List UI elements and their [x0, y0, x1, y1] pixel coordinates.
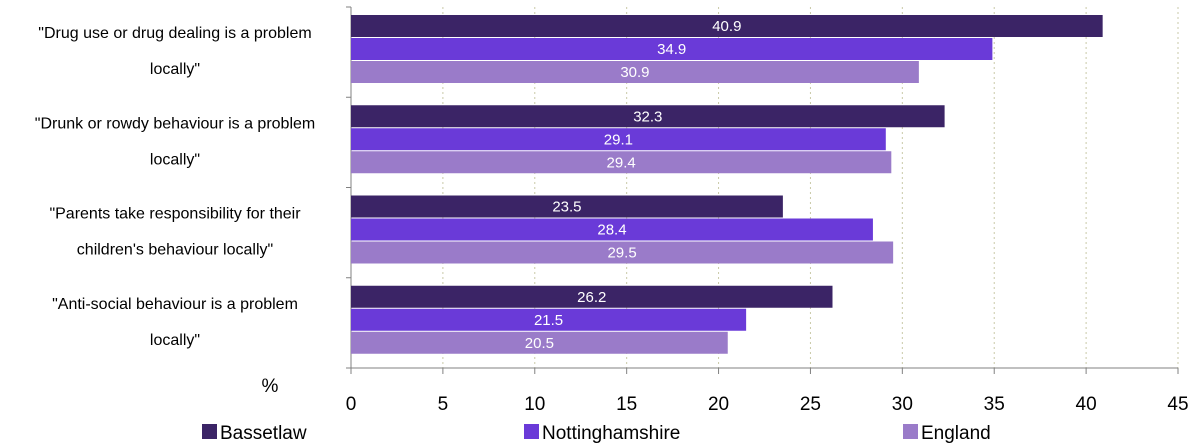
x-tick-label-25: 25 — [800, 394, 821, 415]
legend-label-bassetlaw: Bassetlaw — [220, 423, 307, 444]
bar-bassetlaw-0 — [351, 15, 1103, 37]
x-tick-label-10: 10 — [524, 394, 545, 415]
category-label-3-line-1: locally" — [150, 332, 200, 349]
data-label-nottinghamshire-0: 34.9 — [657, 41, 686, 58]
legend-label-nottinghamshire: Nottinghamshire — [542, 423, 680, 444]
category-label-0-line-1: locally" — [150, 61, 200, 78]
bar-nottinghamshire-0 — [351, 38, 993, 60]
category-label-1-line-0: "Drunk or rowdy behaviour is a problem — [35, 115, 315, 132]
x-tick-label-5: 5 — [438, 394, 449, 415]
category-label-3-line-0: "Anti-social behaviour is a problem — [52, 296, 298, 313]
x-tick-label-15: 15 — [616, 394, 637, 415]
x-tick-label-20: 20 — [708, 394, 729, 415]
legend-swatch-nottinghamshire — [524, 424, 539, 439]
data-label-nottinghamshire-1: 29.1 — [604, 131, 633, 148]
bar-nottinghamshire-3 — [351, 308, 747, 331]
category-label-2-line-1: children's behaviour locally" — [77, 242, 273, 259]
data-label-england-3: 20.5 — [525, 335, 554, 352]
bar-england-2 — [351, 241, 894, 264]
bar-bassetlaw-3 — [351, 285, 833, 308]
data-label-england-1: 29.4 — [607, 154, 636, 171]
category-label-2-line-0: "Parents take responsibility for their — [49, 206, 301, 223]
data-label-bassetlaw-2: 23.5 — [552, 199, 581, 216]
x-tick-label-45: 45 — [1167, 394, 1188, 415]
legend-label-england: England — [921, 423, 991, 444]
x-axis-title: % — [262, 376, 279, 397]
data-label-england-2: 29.5 — [607, 245, 636, 262]
data-label-nottinghamshire-3: 21.5 — [534, 312, 563, 329]
data-label-bassetlaw-1: 32.3 — [633, 108, 662, 125]
category-label-0-line-0: "Drug use or drug dealing is a problem — [38, 25, 311, 42]
data-label-bassetlaw-3: 26.2 — [577, 289, 606, 306]
data-label-england-0: 30.9 — [620, 64, 649, 81]
bar-bassetlaw-1 — [351, 105, 945, 128]
x-tick-label-30: 30 — [892, 394, 913, 415]
x-tick-label-40: 40 — [1076, 394, 1097, 415]
bar-england-3 — [351, 331, 728, 354]
x-tick-label-0: 0 — [346, 394, 357, 415]
legend-swatch-bassetlaw — [202, 424, 217, 439]
bar-england-0 — [351, 61, 919, 83]
legend-swatch-england — [903, 424, 918, 439]
x-tick-label-35: 35 — [984, 394, 1005, 415]
bar-bassetlaw-2 — [351, 195, 783, 218]
bar-england-1 — [351, 151, 892, 174]
data-label-bassetlaw-0: 40.9 — [712, 18, 741, 35]
bar-nottinghamshire-2 — [351, 218, 873, 241]
bar-nottinghamshire-1 — [351, 128, 886, 151]
category-label-1-line-1: locally" — [150, 151, 200, 168]
data-label-nottinghamshire-2: 28.4 — [597, 222, 626, 239]
